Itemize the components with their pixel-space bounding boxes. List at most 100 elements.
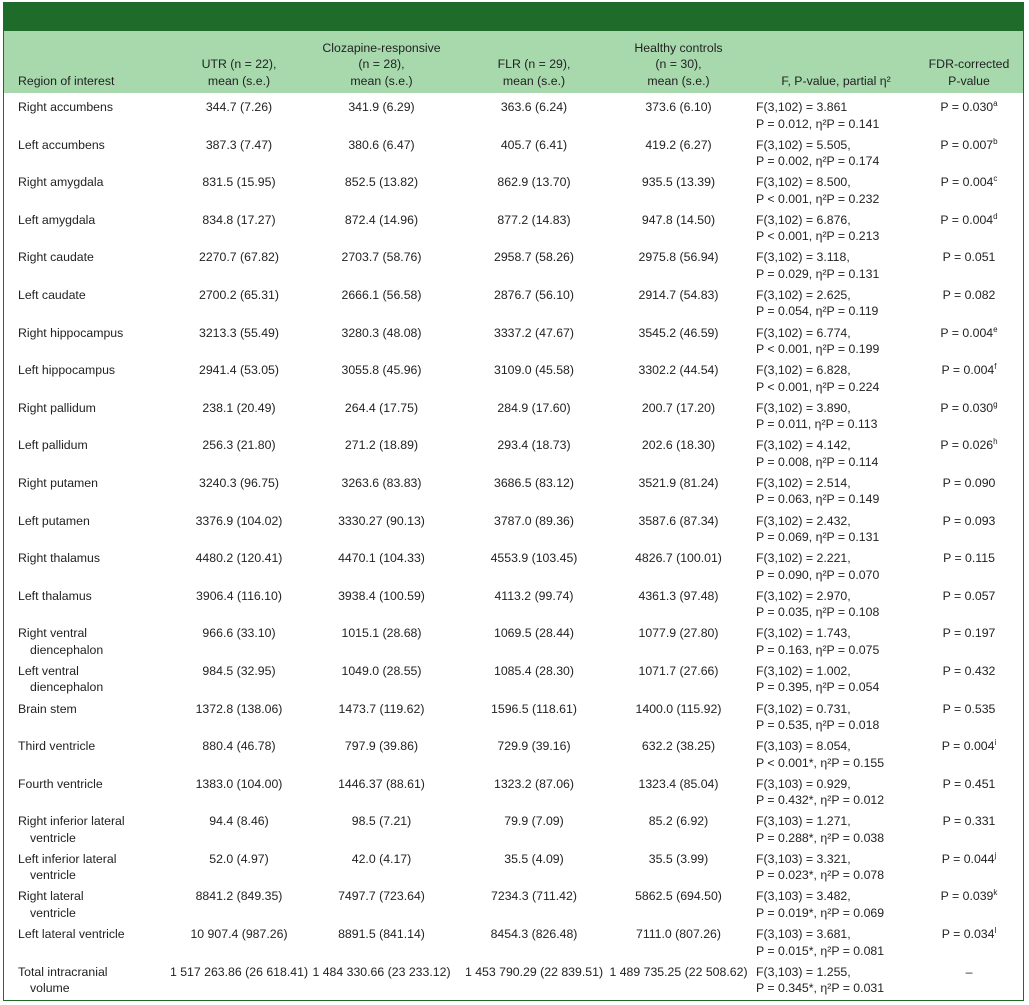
row-region: Right hippocampus xyxy=(18,325,158,342)
cell-flr: 35.5 (4.09) xyxy=(504,851,564,866)
table-body: Right accumbens 344.7 (7.26) 341.9 (6.29) 3… xyxy=(4,93,1023,997)
stats-p-line: P < 0.001*, η²P = 0.155 xyxy=(756,755,885,770)
cell-healthy: 419.2 (6.27) xyxy=(645,137,712,152)
cell-clozapine: 341.9 (6.29) xyxy=(348,100,415,114)
cell-stats: F(3,102) = 5.505, P = 0.002, η²P = 0.174 xyxy=(756,137,916,170)
cell-clozapine: 3263.6 (83.83) xyxy=(341,475,422,490)
cell-utr: 2270.7 (67.82) xyxy=(199,250,279,265)
cell-clozapine: 380.6 (6.47) xyxy=(348,137,415,152)
cell-stats: F(3,102) = 2.514, P = 0.063, η²P = 0.149 xyxy=(756,475,916,508)
cell-fdr: P = 0.451 xyxy=(942,776,996,791)
row-region-line: ventricle xyxy=(30,905,76,920)
stats-f-line: F(3,102) = 2.970, xyxy=(756,588,851,603)
cell-healthy: 7111.0 (807.26) xyxy=(635,927,721,942)
cell-stats: F(3,103) = 1.271, P = 0.288*, η²P = 0.038 xyxy=(756,813,916,846)
row-region-line: diencephalon xyxy=(30,642,104,657)
cell-fdr: P = 0.082 xyxy=(942,287,996,302)
cell-utr: 2941.4 (53.05) xyxy=(199,363,279,378)
stats-p-line: P = 0.029, η²P = 0.131 xyxy=(756,266,880,281)
cell-healthy: 200.7 (17.20) xyxy=(641,400,716,415)
cell-stats: F(3,102) = 8.500, P < 0.001, η²P = 0.232 xyxy=(756,174,916,207)
stats-p-line: P = 0.090, η²P = 0.070 xyxy=(756,567,880,582)
stats-p-line: P = 0.432*, η²P = 0.012 xyxy=(756,793,885,808)
footnote-marker: c xyxy=(993,174,998,184)
cell-healthy: 947.8 (14.50) xyxy=(641,212,716,227)
cell-stats: F(3,102) = 2.432, P = 0.069, η²P = 0.131 xyxy=(756,513,916,546)
cell-flr: 1323.2 (87.06) xyxy=(494,776,574,791)
cell-healthy: 3521.9 (81.24) xyxy=(638,475,719,490)
stats-p-line: P = 0.035, η²P = 0.108 xyxy=(756,605,880,620)
cell-flr: 862.9 (13.70) xyxy=(497,175,571,190)
cell-utr: 1 517 263.86 (26 618.41) xyxy=(169,964,309,979)
cell-fdr: P = 0.115 xyxy=(943,551,995,566)
row-region: Right pallidum xyxy=(18,400,158,417)
footnote-marker: h xyxy=(993,437,998,447)
stats-p-line: P = 0.163, η²P = 0.075 xyxy=(756,642,880,657)
stats-p-line: P = 0.011, η²P = 0.113 xyxy=(756,417,878,432)
table-row: Left lateral ventricle 10 907.4 (987.26) 8… xyxy=(4,920,1023,958)
cell-healthy: 85.2 (6.92) xyxy=(648,814,709,829)
cell-clozapine: 7497.7 (723.64) xyxy=(338,889,425,904)
row-region-line: Right caudate xyxy=(18,250,94,265)
cell-healthy: 4361.3 (97.48) xyxy=(638,588,719,603)
stats-p-line: P < 0.001, η²P = 0.224 xyxy=(756,379,880,394)
cell-utr: 387.3 (7.47) xyxy=(205,137,273,152)
cell-healthy: 3302.2 (44.54) xyxy=(638,363,719,378)
stats-f-line: F(3,102) = 5.505, xyxy=(756,137,851,152)
footnote-marker: b xyxy=(993,136,998,146)
footnote-marker: e xyxy=(993,324,998,334)
cell-fdr: P = 0.039k xyxy=(940,888,998,904)
stats-f-line: F(3,102) = 4.142, xyxy=(756,438,851,453)
cell-utr: 1383.0 (104.00) xyxy=(195,776,283,791)
stats-f-line: F(3,102) = 3.890, xyxy=(756,400,851,415)
row-region-line: ventricle xyxy=(30,830,76,845)
cell-flr: 3337.2 (47.67) xyxy=(494,325,574,340)
footnote-marker: g xyxy=(993,399,998,409)
header-clozapine: Clozapine-responsive (n = 28), mean (s.e… xyxy=(304,40,459,90)
header-fdr-line2: P-value xyxy=(948,73,990,88)
stats-p-line: P = 0.012, η²P = 0.141 xyxy=(756,116,880,131)
row-region-line: Left hippocampus xyxy=(18,363,116,378)
cell-flr: 2876.7 (56.10) xyxy=(494,287,574,302)
cell-fdr: P = 0.044j xyxy=(941,850,997,866)
cell-flr: 729.9 (39.16) xyxy=(497,739,571,754)
header-hc-line3: mean (s.e.) xyxy=(647,73,710,88)
cell-stats: F(3,102) = 2.970, P = 0.035, η²P = 0.108 xyxy=(756,588,916,621)
cell-utr: 3376.9 (104.02) xyxy=(195,513,283,528)
cell-fdr: P = 0.004e xyxy=(940,324,998,340)
stats-f-line: F(3,102) = 2.221, xyxy=(756,551,851,566)
row-region-line: ventricle xyxy=(30,868,76,883)
table-row: Third ventricle 880.4 (46.78) 797.9 (39.86… xyxy=(4,732,1023,770)
cell-flr: 3109.0 (45.58) xyxy=(494,363,574,378)
cell-clozapine: 3330.27 (90.13) xyxy=(338,513,425,528)
row-region-line: Right thalamus xyxy=(18,551,101,566)
row-region-line: Brain stem xyxy=(18,701,77,716)
cell-flr: 4113.2 (99.74) xyxy=(494,588,574,603)
cell-healthy: 1400.0 (115.92) xyxy=(635,701,722,716)
row-region: Brain stem xyxy=(18,701,158,718)
row-region-line: Right amygdala xyxy=(18,175,104,190)
cell-utr: 834.8 (17.27) xyxy=(202,212,276,227)
cell-clozapine: 872.4 (14.96) xyxy=(344,212,419,227)
cell-flr: 284.9 (17.60) xyxy=(497,400,571,415)
table-row: Left amygdala 834.8 (17.27) 872.4 (14.96) 8… xyxy=(4,206,1023,244)
header-hc-line2: (n = 30), xyxy=(655,57,702,71)
cell-stats: F(3,102) = 3.890, P = 0.011, η²P = 0.113 xyxy=(756,400,916,433)
stats-p-line: P < 0.001, η²P = 0.232 xyxy=(756,191,880,206)
row-region-line: Left ventral xyxy=(18,663,79,678)
row-region: Total intracranial volume xyxy=(18,964,158,997)
cell-stats: F(3,103) = 3.681, P = 0.015*, η²P = 0.081 xyxy=(756,926,916,959)
cell-flr: 293.4 (18.73) xyxy=(497,438,571,453)
cell-healthy: 935.5 (13.39) xyxy=(641,175,716,190)
stats-f-line: F(3,102) = 1.002, xyxy=(756,663,851,678)
cell-utr: 880.4 (46.78) xyxy=(202,739,276,754)
cell-clozapine: 271.2 (18.89) xyxy=(344,438,419,453)
cell-clozapine: 3938.4 (100.59) xyxy=(338,588,425,603)
table-row: Left inferior lateral ventricle 52.0 (4.97… xyxy=(4,845,1023,883)
row-region-line: Left inferior lateral xyxy=(18,851,117,866)
table-row: Brain stem 1372.8 (138.06) 1473.7 (119.62)… xyxy=(4,695,1023,733)
header-hc-line1: Healthy controls xyxy=(634,40,723,55)
cell-flr: 877.2 (14.83) xyxy=(497,212,571,227)
row-region-line: Left thalamus xyxy=(18,588,92,603)
row-region: Fourth ventricle xyxy=(18,776,158,793)
